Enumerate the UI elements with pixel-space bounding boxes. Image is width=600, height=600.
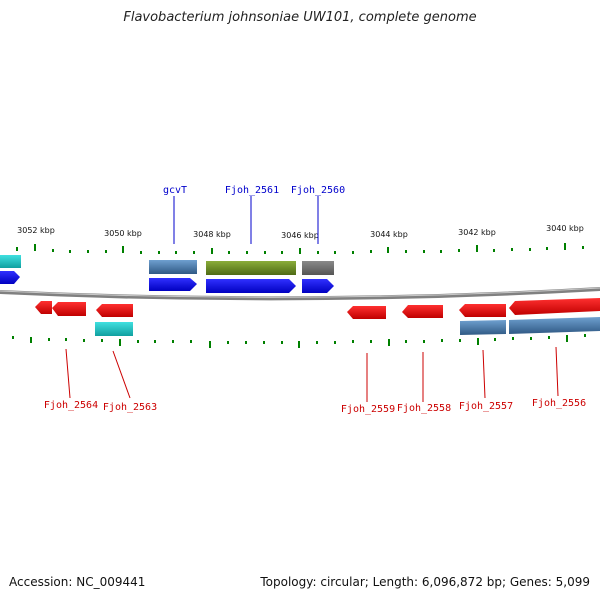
label-leaders-top — [173, 196, 319, 244]
scale-label: 3050 kbp — [104, 229, 142, 238]
accession-text: Accession: NC_009441 — [9, 575, 146, 589]
scale-ticks-upper — [16, 243, 584, 254]
gene-label[interactable]: Fjoh_2561 — [225, 185, 279, 196]
gene-arrow-reverse[interactable] — [459, 304, 506, 317]
gene-label[interactable]: Fjoh_2560 — [291, 185, 345, 196]
genome-summary-text: Topology: circular; Length: 6,096,872 bp… — [260, 575, 590, 589]
cds-features-lower — [95, 317, 600, 336]
gene-label[interactable]: Fjoh_2564 — [44, 400, 98, 411]
cds-features-upper — [0, 255, 334, 275]
scale-ticks-lower — [12, 334, 586, 348]
gene-label[interactable]: Fjoh_2557 — [459, 401, 513, 412]
scale-label: 3044 kbp — [370, 230, 408, 239]
map-title: Flavobacterium johnsoniae UW101, complet… — [123, 10, 477, 25]
gene-arrow-reverse[interactable] — [52, 302, 86, 316]
gene-label[interactable]: Fjoh_2556 — [532, 398, 586, 409]
reverse-strand-genes — [35, 298, 600, 319]
scale-label: 3048 kbp — [193, 230, 231, 239]
forward-strand-genes — [0, 271, 334, 293]
gene-label[interactable]: Fjoh_2559 — [341, 404, 395, 415]
gene-label[interactable]: gcvT — [163, 185, 187, 196]
cds-bar[interactable] — [460, 320, 506, 335]
gene-arrow-reverse[interactable] — [509, 298, 600, 315]
gene-arrow-reverse[interactable] — [402, 305, 443, 318]
gene-arrow-forward[interactable] — [302, 279, 334, 293]
cds-bar[interactable] — [149, 260, 197, 274]
scale-label: 3042 kbp — [458, 228, 496, 237]
cds-bar[interactable] — [0, 255, 21, 268]
gene-arrow-reverse[interactable] — [35, 301, 52, 314]
cds-bar[interactable] — [95, 322, 133, 336]
gene-arrow-reverse[interactable] — [347, 306, 386, 319]
cds-bar[interactable] — [206, 261, 296, 275]
genome-backbone — [0, 287, 600, 301]
gene-arrow-forward[interactable] — [206, 279, 296, 293]
label-leaders-bottom — [65, 346, 559, 402]
gene-label[interactable]: Fjoh_2563 — [103, 402, 157, 413]
scale-label: 3046 kbp — [281, 231, 319, 240]
gene-label[interactable]: Fjoh_2558 — [397, 403, 451, 414]
scale-label: 3040 kbp — [546, 224, 584, 233]
gene-arrow-forward[interactable] — [0, 271, 20, 284]
gene-arrow-reverse[interactable] — [96, 304, 133, 317]
cds-bar[interactable] — [302, 261, 334, 275]
cds-bar[interactable] — [509, 317, 600, 334]
gene-arrow-forward[interactable] — [149, 278, 197, 291]
scale-label: 3052 kbp — [17, 226, 55, 235]
